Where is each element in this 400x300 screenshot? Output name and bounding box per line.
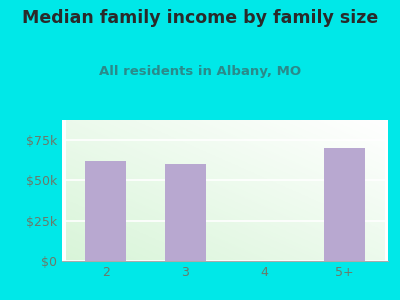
Bar: [324, 148, 365, 261]
Bar: [164, 164, 206, 261]
Text: Median family income by family size: Median family income by family size: [22, 9, 378, 27]
Bar: [85, 161, 126, 261]
Text: All residents in Albany, MO: All residents in Albany, MO: [99, 64, 301, 77]
